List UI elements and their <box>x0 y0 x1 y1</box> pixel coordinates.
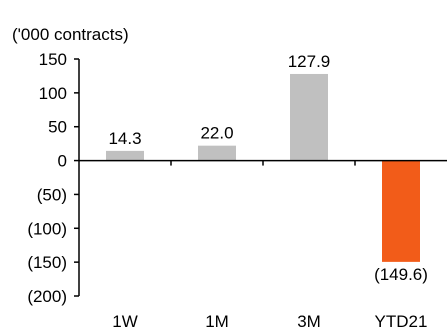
unit-label: ('000 contracts) <box>12 25 129 44</box>
y-axis-ticks: 150 100 50 0 (50) (100) (150) (200) <box>27 50 79 306</box>
bar-1m <box>198 145 236 161</box>
data-labels: 14.3 22.0 127.9 (149.6) <box>108 52 427 284</box>
x-tick-label: 3M <box>297 312 321 331</box>
y-tick-label: (100) <box>27 219 67 238</box>
data-label: 14.3 <box>108 129 141 148</box>
bar-ytd21 <box>382 160 420 262</box>
x-tick-label: 1M <box>205 312 229 331</box>
y-tick-label: (200) <box>27 287 67 306</box>
bar-1w <box>106 150 144 161</box>
data-label: (149.6) <box>374 265 428 284</box>
y-tick-label: (150) <box>27 253 67 272</box>
x-axis-labels: 1W 1M 3M YTD21 <box>112 312 427 331</box>
bar-3m <box>290 73 328 161</box>
y-tick-label: 50 <box>48 118 67 137</box>
bars <box>106 73 420 262</box>
y-tick-label: 150 <box>39 50 67 69</box>
x-tick-label: YTD21 <box>375 312 428 331</box>
x-axis-tick-marks <box>170 160 356 166</box>
x-tick-label: 1W <box>112 312 138 331</box>
data-label: 127.9 <box>288 52 331 71</box>
y-tick-label: (50) <box>37 185 67 204</box>
y-tick-label: 0 <box>58 152 67 171</box>
data-label: 22.0 <box>200 124 233 143</box>
y-tick-label: 100 <box>39 84 67 103</box>
